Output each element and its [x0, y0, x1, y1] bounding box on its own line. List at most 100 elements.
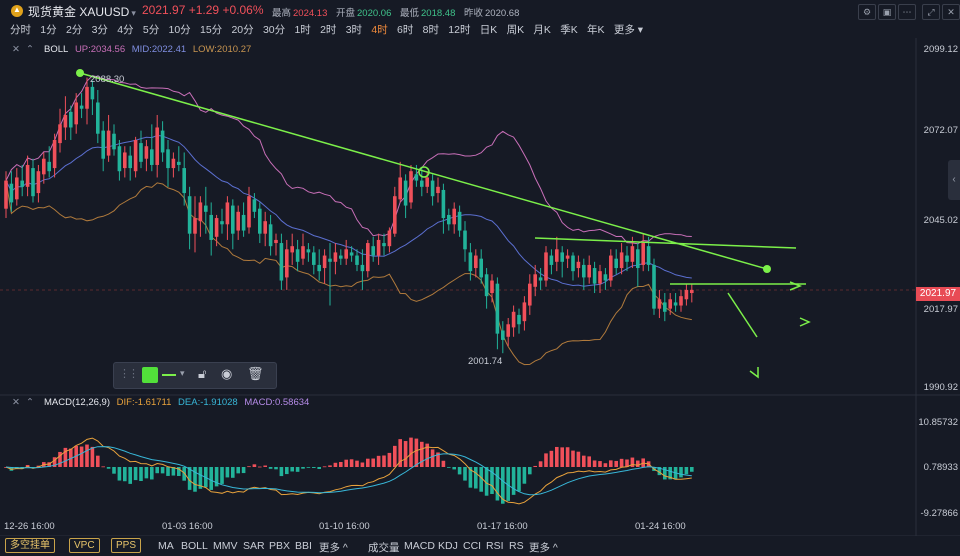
- macd-histogram-bar: [571, 450, 575, 467]
- candle-body: [447, 214, 451, 225]
- gold-coin-icon: [11, 5, 23, 17]
- image-icon[interactable]: ▣: [878, 4, 896, 20]
- candle-body: [528, 283, 532, 306]
- candle-body: [301, 246, 305, 259]
- timeframe-2[interactable]: 2分: [65, 24, 83, 36]
- timeframe-8[interactable]: 20分: [231, 24, 254, 36]
- eye-icon[interactable]: ◉: [221, 366, 233, 381]
- macd-histogram-bar: [290, 467, 294, 472]
- indicator-rs[interactable]: RS: [509, 540, 524, 552]
- timeframe-5[interactable]: 5分: [142, 24, 160, 36]
- close-icon[interactable]: ✕: [942, 4, 960, 20]
- macd-histogram-bar: [690, 467, 694, 472]
- indicator-kdj[interactable]: KDJ: [438, 540, 458, 552]
- timeframe-14[interactable]: 6时: [397, 24, 414, 36]
- indicator-pbx[interactable]: PBX: [269, 540, 291, 552]
- trash-icon[interactable]: 🗑︎: [247, 366, 264, 381]
- candle-body: [441, 189, 446, 219]
- candle-body: [355, 255, 359, 265]
- macd-histogram-bar: [328, 465, 332, 467]
- timeframe-15[interactable]: 8时: [422, 24, 439, 36]
- timeframe-6[interactable]: 10分: [168, 24, 191, 36]
- candle-body: [263, 221, 267, 234]
- macd-histogram-bar: [511, 467, 516, 495]
- candle-body: [690, 289, 694, 294]
- more-icon[interactable]: ⋯: [898, 4, 916, 20]
- chevron-down-icon[interactable]: ▾: [180, 368, 185, 378]
- indicator-boll[interactable]: BOLL: [181, 540, 208, 552]
- timeframe-18[interactable]: 周K: [506, 24, 525, 36]
- timeframe-7[interactable]: 15分: [199, 24, 223, 36]
- boll-toggle-icon[interactable]: ⌃: [26, 44, 34, 55]
- open-value: 2020.06: [357, 8, 392, 19]
- drag-handle-icon[interactable]: ⋮⋮: [119, 368, 139, 380]
- indicator-macd[interactable]: MACD: [404, 540, 435, 552]
- macd-toggle-icon[interactable]: ⌃: [26, 397, 34, 408]
- macd-histogram-bar: [668, 467, 672, 480]
- macd-histogram-bar: [403, 441, 408, 467]
- indicator-mmv[interactable]: MMV: [213, 540, 238, 552]
- main-more-button[interactable]: 更多 ^: [319, 542, 348, 554]
- candle-body: [533, 274, 537, 287]
- vpc-badge[interactable]: VPC: [69, 538, 100, 553]
- candle-body: [479, 258, 483, 278]
- timeframe-11[interactable]: 2时: [320, 24, 337, 36]
- macd-histogram-bar: [576, 451, 581, 467]
- macd-histogram-bar: [398, 439, 402, 467]
- sub-more-button[interactable]: 更多 ^: [529, 542, 558, 554]
- line-style-picker[interactable]: [162, 374, 176, 376]
- side-panel-toggle[interactable]: ‹: [948, 160, 960, 200]
- macd-histogram-bar: [123, 467, 127, 482]
- boll-collapse-icon[interactable]: ✕: [12, 44, 20, 55]
- settings-icon[interactable]: ⚙: [858, 4, 876, 20]
- timeframe-3[interactable]: 3分: [91, 24, 108, 36]
- timeframe-21[interactable]: 年K: [587, 24, 605, 36]
- macd-histogram-bar: [371, 458, 375, 467]
- chevron-down-icon: ▾: [131, 8, 136, 18]
- macd-histogram-bar: [214, 467, 219, 487]
- timeframe-1[interactable]: 1分: [40, 24, 57, 36]
- indicator-ma[interactable]: MA: [158, 540, 174, 552]
- line-color-swatch[interactable]: [142, 367, 158, 383]
- macd-histogram-bar: [241, 467, 246, 474]
- macd-histogram-bar: [285, 467, 289, 475]
- pps-badge[interactable]: PPS: [111, 538, 142, 553]
- timeframe-17[interactable]: 日K: [479, 24, 498, 36]
- unlock-icon[interactable]: 🔓︎: [198, 366, 207, 381]
- candle-body: [268, 224, 273, 247]
- macd-histogram-bar: [447, 467, 451, 468]
- timeframe-10[interactable]: 1时: [294, 24, 311, 36]
- macd-histogram-bar: [614, 460, 618, 467]
- indicator-bbi[interactable]: BBI: [295, 540, 312, 552]
- macd-histogram-bar: [177, 467, 181, 476]
- symbol-selector[interactable]: 现货黄金 XAUUSD ▾: [28, 5, 136, 19]
- fullscreen-icon[interactable]: ⤢: [922, 4, 940, 20]
- timeframe-0[interactable]: 分时: [10, 24, 31, 36]
- macd-histogram-bar: [69, 448, 73, 467]
- macd-histogram-bar: [544, 453, 548, 467]
- timeframe-16[interactable]: 12时: [448, 24, 471, 36]
- timeframe-22[interactable]: 更多 ▾: [613, 24, 644, 36]
- timeframe-4[interactable]: 4分: [117, 24, 134, 36]
- current-price-tag: 2021.97: [916, 287, 960, 301]
- prev-close-value: 2020.68: [485, 8, 520, 19]
- indicator-rsi[interactable]: RSI: [486, 540, 504, 552]
- candle-body: [285, 249, 289, 278]
- indicator-sar[interactable]: SAR: [243, 540, 265, 552]
- trend-anchor: [763, 265, 771, 273]
- timeframe-20[interactable]: 季K: [560, 24, 578, 36]
- candle-body: [290, 246, 294, 253]
- timeframe-19[interactable]: 月K: [533, 24, 551, 36]
- timeframe-9[interactable]: 30分: [262, 24, 286, 36]
- indicator-cci[interactable]: CCI: [463, 540, 482, 552]
- timeframe-13[interactable]: 4时: [371, 24, 388, 36]
- candle-body: [231, 205, 235, 234]
- indicator-volume[interactable]: 成交量: [368, 542, 400, 554]
- macd-histogram-bar: [150, 467, 154, 480]
- timeframe-12[interactable]: 3时: [345, 24, 363, 36]
- orders-badge[interactable]: 多空挂单: [5, 538, 55, 553]
- candle-body: [474, 255, 478, 269]
- macd-collapse-icon[interactable]: ✕: [12, 397, 20, 408]
- price-chart[interactable]: [0, 38, 960, 536]
- macd-histogram-bar: [58, 451, 62, 467]
